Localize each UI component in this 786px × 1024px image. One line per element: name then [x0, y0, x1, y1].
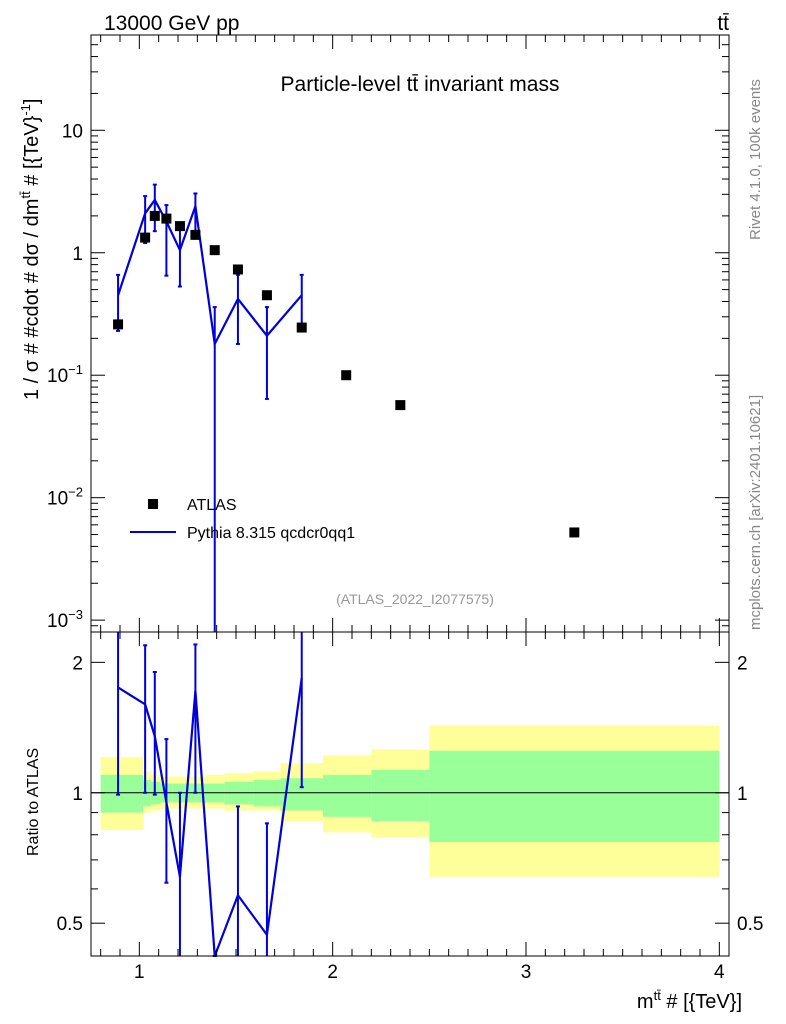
data-point — [161, 213, 172, 224]
data-point — [149, 210, 160, 221]
header-right: tt̄ — [717, 12, 729, 35]
x-tick-label: 4 — [714, 962, 725, 983]
rivet-label: Rivet 4.1.0, 100k events — [747, 79, 764, 240]
header-left: 13000 GeV pp — [104, 12, 239, 35]
ratio-y-label: Ratio to ATLAS — [25, 748, 42, 856]
chart-title: Particle-level tt̄ invariant mass — [281, 73, 560, 96]
data-point — [232, 264, 243, 275]
y-tick-label: 10 — [62, 121, 83, 142]
x-tick-label: 1 — [134, 962, 145, 983]
data-point — [395, 400, 406, 411]
legend-label-atlas: ATLAS — [187, 497, 237, 514]
ratio-band-inner — [323, 774, 372, 817]
data-point — [209, 245, 220, 256]
data-point — [140, 232, 151, 243]
x-tick-label: 3 — [521, 962, 532, 983]
x-tick-label: 2 — [327, 962, 338, 983]
x-axis-label: mtt̄ # [{TeV}] — [637, 988, 742, 1013]
main-x-ticks — [100, 35, 720, 632]
main-panel: Particle-level tt̄ invariant mass (ATLAS… — [18, 34, 730, 633]
ratio-band-inner — [100, 774, 144, 813]
ratio-panel: 0.5 0.5 1 1 2 2 1 2 3 4 Ratio to ATLAS — [25, 631, 764, 983]
ratio-mc-series — [116, 632, 304, 957]
main-plot-frame — [90, 34, 730, 633]
ratio-y-tick-label-right: 2 — [737, 653, 748, 674]
ratio-y-tick-label-right: 1 — [737, 784, 748, 805]
legend-label-mc: Pythia 8.315 qcdcr0qq1 — [187, 525, 355, 542]
y-tick-label: 1 — [72, 244, 83, 265]
data-point — [174, 221, 185, 232]
legend-marker-atlas — [148, 499, 158, 509]
ratio-band-inner — [371, 769, 430, 822]
y-tick-label: 10−2 — [47, 485, 83, 510]
y-tick-label: 10−1 — [47, 362, 83, 387]
ratio-y-tick-label-right: 0.5 — [737, 914, 763, 935]
main-y-axis: 10 1 10−1 10−2 10−3 — [47, 34, 729, 633]
main-y-label: 1 / σ # #cdot # dσ / dmtt̄ # [{TeV}-1] — [18, 99, 43, 400]
mcplots-label: mcplots.cern.ch [arXiv:2401.10621] — [747, 395, 764, 630]
data-point — [113, 319, 124, 330]
ratio-band-inner — [429, 750, 720, 842]
mc-line — [117, 197, 303, 348]
ratio-mc-line — [117, 677, 303, 957]
mc-series — [116, 183, 304, 632]
ratio-uncertainty-bands — [100, 725, 720, 877]
ratio-y-tick-label: 2 — [72, 653, 83, 674]
ratio-x-axis: 1 2 3 4 — [100, 632, 725, 983]
legend: ATLAS Pythia 8.315 qcdcr0qq1 — [130, 497, 355, 542]
data-point — [341, 370, 352, 381]
data-series — [113, 210, 580, 538]
data-point — [296, 322, 307, 333]
analysis-id: (ATLAS_2022_I2077575) — [336, 591, 494, 607]
ratio-y-tick-label: 0.5 — [57, 914, 83, 935]
y-tick-label: 10−3 — [47, 607, 83, 632]
data-point — [190, 229, 201, 240]
ratio-y-tick-label: 1 — [72, 784, 83, 805]
data-point — [261, 290, 272, 301]
ratio-y-axis: 0.5 0.5 1 1 2 2 — [57, 653, 764, 935]
data-point — [569, 527, 580, 538]
